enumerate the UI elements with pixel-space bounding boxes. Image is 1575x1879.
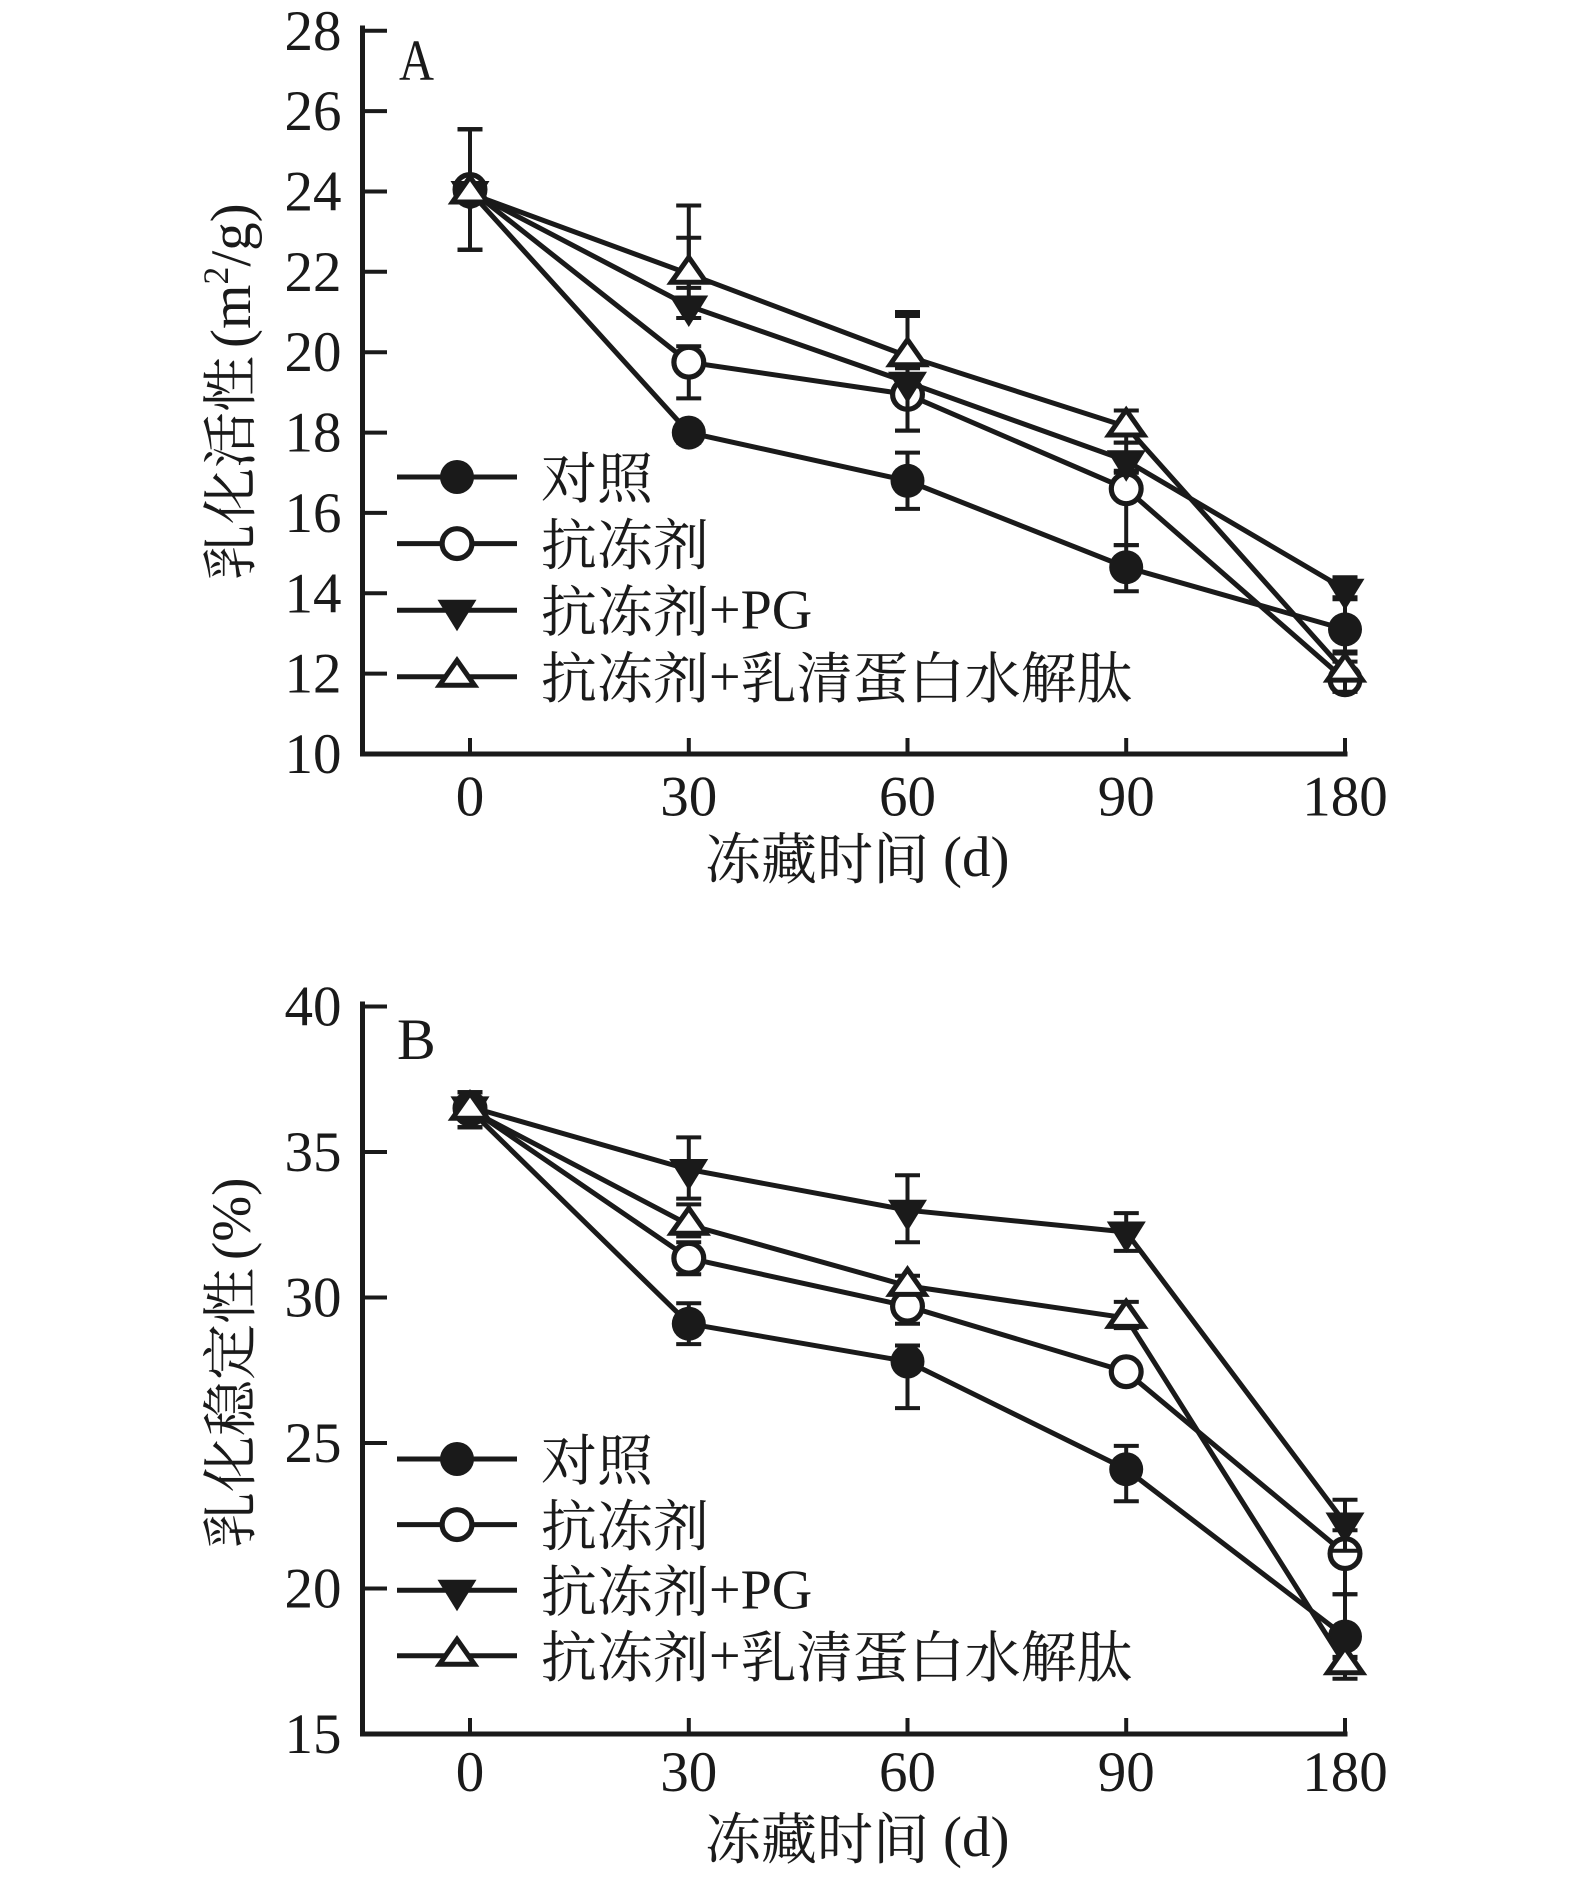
svg-text:30: 30 [285, 1267, 342, 1330]
svg-text:20: 20 [285, 321, 342, 384]
svg-text:12: 12 [285, 643, 342, 706]
svg-text:90: 90 [1098, 766, 1155, 829]
svg-text:26: 26 [285, 80, 342, 143]
svg-text:(%): (%) [201, 1178, 262, 1260]
svg-text:B: B [397, 1007, 436, 1072]
svg-text:18: 18 [285, 402, 342, 465]
svg-text:22: 22 [285, 241, 342, 304]
svg-text:+PG: +PG [709, 1560, 812, 1622]
svg-text:A: A [399, 28, 434, 93]
svg-text:(d): (d) [943, 826, 1009, 889]
svg-text:25: 25 [285, 1412, 342, 1475]
svg-text:10: 10 [285, 723, 342, 786]
svg-text:35: 35 [285, 1121, 342, 1184]
svg-text:180: 180 [1302, 766, 1388, 829]
svg-text:+PG: +PG [709, 580, 812, 642]
svg-text:60: 60 [879, 766, 936, 829]
svg-text:30: 30 [660, 766, 717, 829]
svg-text:40: 40 [285, 976, 342, 1039]
svg-text:24: 24 [285, 161, 342, 224]
svg-text:0: 0 [456, 766, 485, 829]
svg-text:60: 60 [879, 1741, 936, 1804]
svg-text:90: 90 [1098, 1741, 1155, 1804]
svg-text:+: + [709, 646, 741, 708]
svg-text:20: 20 [285, 1558, 342, 1621]
svg-text:28: 28 [285, 0, 342, 63]
svg-text:14: 14 [285, 562, 342, 625]
svg-text:30: 30 [660, 1741, 717, 1804]
svg-text:0: 0 [456, 1741, 485, 1804]
svg-text:15: 15 [285, 1703, 342, 1766]
svg-text:(d): (d) [943, 1806, 1009, 1869]
svg-text:180: 180 [1302, 1741, 1388, 1804]
svg-text:+: + [709, 1625, 741, 1687]
svg-text:16: 16 [285, 482, 342, 545]
